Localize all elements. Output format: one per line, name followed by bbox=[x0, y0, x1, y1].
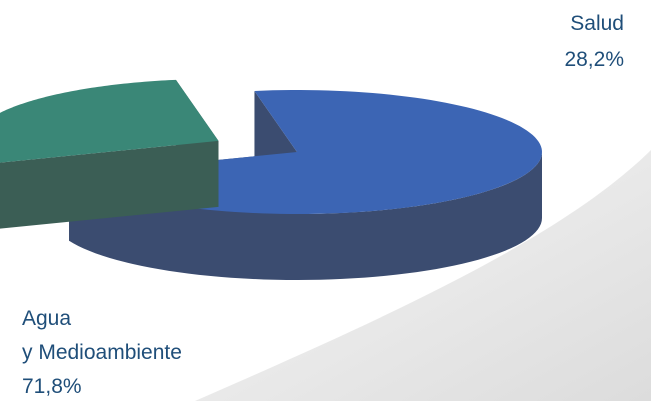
slice-label-agua-line1: Agua bbox=[22, 307, 71, 330]
background-swoosh bbox=[195, 150, 651, 401]
slice-value-salud: 28,2% bbox=[564, 48, 624, 71]
slice-value-agua: 71,8% bbox=[22, 375, 82, 398]
slice-label-salud: Salud bbox=[570, 12, 624, 35]
pie-slices bbox=[0, 79, 542, 280]
slice-salud bbox=[0, 79, 219, 229]
slice-salud-top bbox=[0, 79, 219, 163]
slice-agua-side-0 bbox=[69, 152, 542, 280]
slice-label-agua-line2: y Medioambiente bbox=[22, 341, 182, 364]
slice-salud-wall-0 bbox=[0, 140, 219, 229]
